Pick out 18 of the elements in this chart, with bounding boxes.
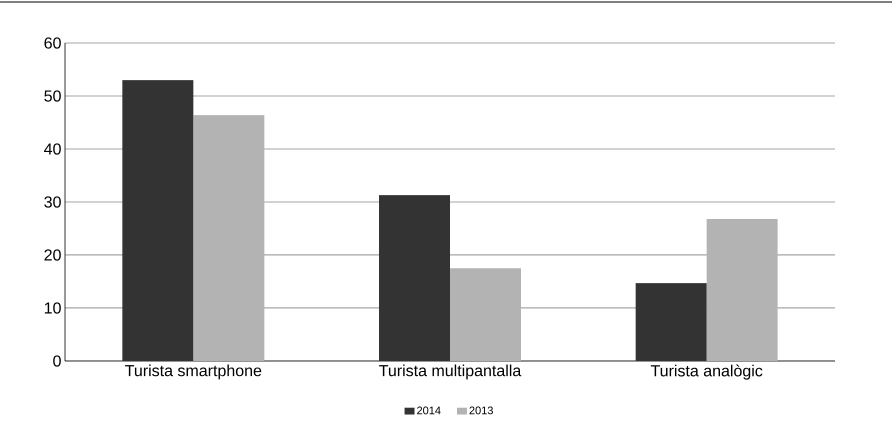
y-tick-label: 10 — [44, 302, 61, 314]
bar — [122, 80, 194, 361]
bar — [379, 195, 450, 361]
y-tick-label: 0 — [53, 355, 61, 367]
y-tick-label: 30 — [44, 196, 61, 208]
bar — [450, 268, 521, 361]
y-tick-label: 40 — [44, 143, 61, 155]
x-tick-label: Turista smartphone — [125, 364, 262, 380]
bar — [706, 218, 778, 361]
bar — [193, 115, 264, 361]
y-tick-label: 20 — [44, 249, 61, 261]
x-tick-label: Turista analògic — [650, 364, 762, 380]
legend-label: 2014 — [417, 406, 441, 414]
legend-label: 2013 — [470, 406, 493, 414]
y-tick-label: 60 — [44, 37, 61, 49]
bar — [636, 283, 707, 361]
x-tick-label: Turista multipantalla — [379, 364, 522, 380]
y-tick-label: 50 — [44, 90, 61, 102]
